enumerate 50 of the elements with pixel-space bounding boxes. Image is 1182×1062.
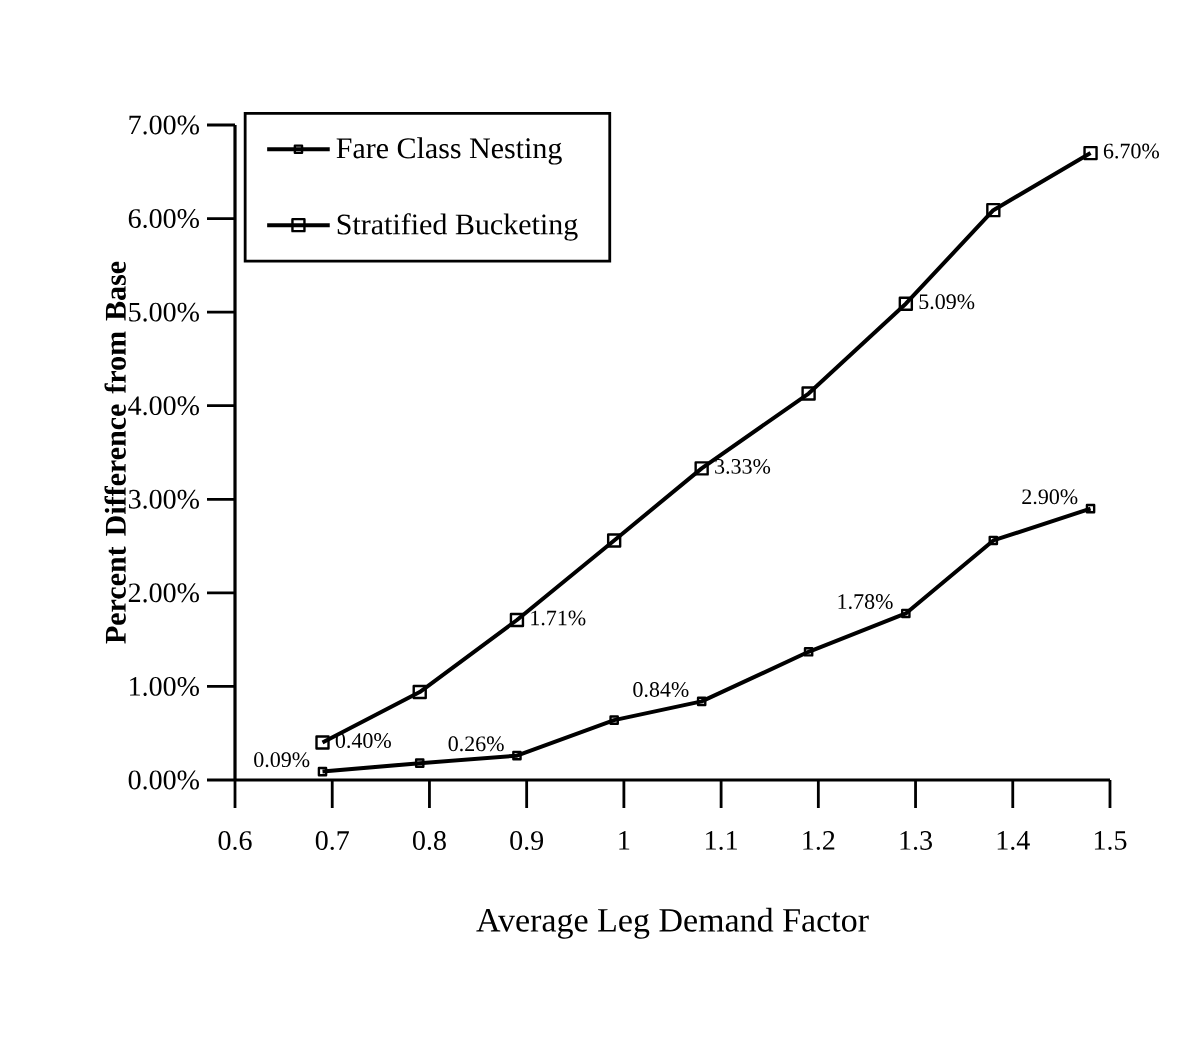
legend-label: Fare Class Nesting	[336, 137, 562, 165]
y-tick-label: 0.00%	[128, 770, 199, 790]
x-tick-label: 1.1	[706, 831, 737, 850]
point	[315, 735, 330, 750]
point	[1085, 503, 1096, 514]
y-tick-label: 4.00%	[128, 396, 199, 416]
point	[694, 461, 709, 476]
point	[509, 612, 525, 628]
data-label: 0.40%	[335, 733, 391, 749]
point	[901, 608, 911, 619]
data-label: 6.70%	[1103, 143, 1160, 159]
data-label: 5.09%	[919, 294, 975, 310]
x-tick-label: 0.9	[510, 831, 544, 851]
x-tick-label: 1.5	[1094, 831, 1127, 850]
data-label: 3.33%	[715, 458, 771, 474]
x-tick-label: 1.4	[997, 831, 1030, 850]
y-tick-label: 6.00%	[128, 209, 199, 229]
point	[414, 758, 425, 768]
y-tick-label: 7.00%	[129, 115, 199, 135]
point	[803, 647, 814, 657]
point	[696, 696, 707, 707]
y-axis-title: Percent Difference from Base	[104, 261, 126, 644]
x-tick-label: 0.6	[218, 831, 252, 851]
point	[606, 533, 622, 548]
x-tick-label: 1	[619, 831, 630, 850]
data-label: 0.84%	[633, 682, 689, 697]
data-label: 1.78%	[838, 594, 893, 610]
y-tick-label: 2.00%	[128, 583, 199, 603]
point	[609, 715, 619, 725]
x-tick-label: 0.8	[413, 831, 446, 851]
point	[801, 386, 816, 401]
x-tick-label: 1.2	[803, 831, 835, 851]
point	[986, 202, 1001, 218]
x-axis-title: Average Leg Demand Factor	[476, 907, 869, 939]
point	[988, 535, 999, 546]
data-label: 1.71%	[531, 610, 586, 626]
y-tick-label: 5.00%	[129, 302, 199, 322]
y-tick-label: 1.00%	[130, 676, 199, 696]
data-label: 2.90%	[1022, 489, 1078, 505]
data-label: 0.26%	[448, 736, 504, 752]
data-label: 0.09%	[254, 752, 310, 768]
point	[412, 684, 427, 700]
point	[898, 296, 914, 311]
x-tick-label: 1.3	[900, 831, 932, 851]
point	[1083, 145, 1098, 161]
x-tick-label: 0.7	[315, 831, 349, 851]
point	[317, 766, 328, 777]
y-tick-label: 3.00%	[128, 489, 199, 509]
legend-label: Stratified Bucketing	[337, 213, 578, 241]
point	[512, 750, 522, 761]
